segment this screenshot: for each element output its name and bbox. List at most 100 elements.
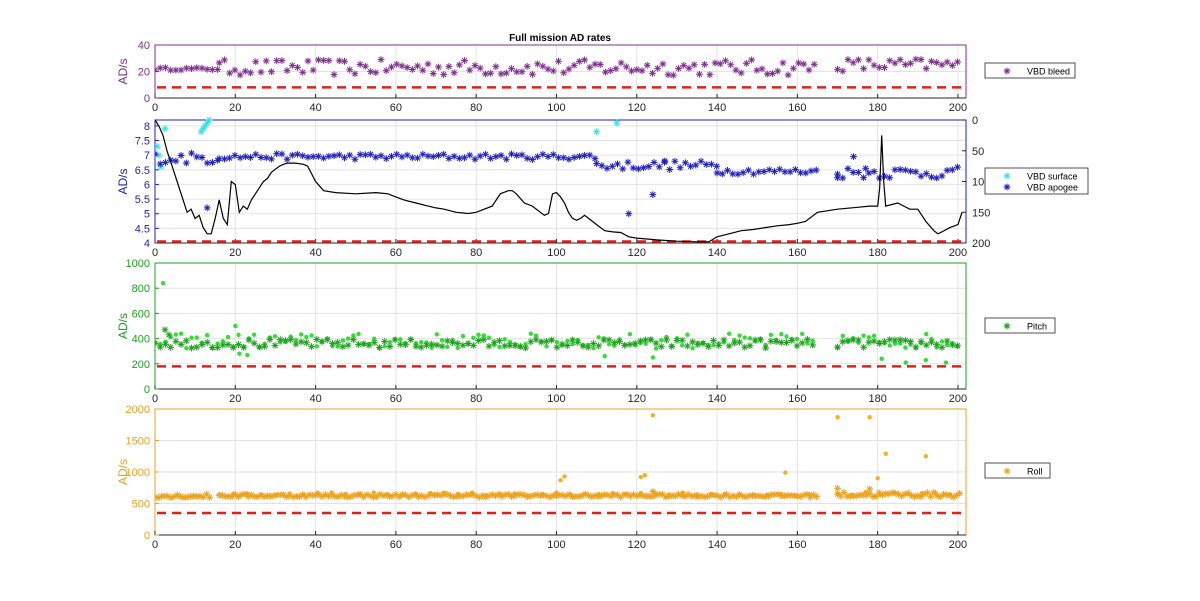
data-point: [423, 341, 430, 349]
data-point: [628, 67, 635, 75]
legend-box: [984, 317, 1056, 334]
data-point: [507, 339, 513, 345]
series-vbd-surface: [155, 117, 621, 171]
data-point: [398, 153, 406, 161]
data-point: [617, 59, 625, 67]
x-tick-label: 80: [470, 102, 482, 114]
data-point: [382, 344, 387, 349]
y2-tick-label: 0: [972, 115, 978, 127]
data-point: [287, 336, 295, 343]
data-point: [655, 163, 663, 171]
data-point: [393, 60, 401, 68]
y-tick-label: 6.5: [135, 165, 150, 177]
data-point: [642, 336, 650, 344]
data-point: [748, 56, 756, 64]
data-point: [870, 168, 878, 175]
data-point: [351, 333, 356, 338]
data-point: [429, 70, 437, 77]
data-point: [226, 154, 234, 162]
legend-bleed: VBD bleed: [984, 62, 1076, 79]
data-point: [241, 153, 249, 161]
data-point: [866, 335, 872, 340]
data-point: [360, 340, 368, 348]
data-point: [699, 339, 707, 347]
data-point: [610, 339, 618, 346]
data-point: [760, 168, 768, 175]
y-tick-label: 800: [132, 283, 150, 295]
data-point: [621, 342, 629, 349]
data-point: [297, 338, 305, 346]
data-point: [591, 155, 599, 163]
data-point: [356, 61, 364, 68]
data-point: [706, 71, 714, 79]
data-point: [938, 172, 946, 180]
data-point: [850, 153, 857, 161]
data-point: [335, 151, 343, 159]
legend-marker: [1003, 467, 1011, 475]
data-point: [534, 153, 542, 161]
data-point: [314, 344, 319, 349]
data-point: [376, 344, 383, 351]
data-point: [586, 63, 594, 71]
x-tick-label: 160: [788, 393, 806, 405]
data-point: [485, 492, 493, 500]
y-tick-label: 4: [144, 238, 150, 250]
data-point: [650, 413, 656, 418]
x-tick-label: 100: [547, 247, 565, 259]
data-point: [543, 337, 550, 345]
data-point: [593, 128, 601, 136]
data-point: [771, 168, 778, 175]
x-tick-label: 40: [309, 102, 321, 114]
data-point: [340, 338, 346, 343]
data-point: [443, 337, 451, 345]
data-point: [636, 337, 644, 345]
x-tick-label: 20: [229, 102, 241, 114]
data-point: [875, 64, 883, 71]
data-point: [783, 339, 790, 346]
data-point: [584, 343, 592, 351]
legend-marker: [1003, 322, 1011, 330]
data-point: [802, 169, 810, 177]
series-roll: [155, 484, 963, 502]
y-tick-label: 4.5: [135, 223, 150, 235]
data-point: [454, 340, 462, 347]
data-point: [625, 210, 633, 218]
data-point: [237, 351, 242, 356]
data-point: [424, 152, 432, 160]
data-point: [800, 60, 808, 68]
data-point: [810, 338, 815, 343]
series-line: [155, 119, 963, 243]
data-point: [624, 158, 632, 166]
data-point: [402, 491, 409, 499]
data-point: [751, 336, 759, 344]
data-point: [886, 57, 894, 65]
data-point: [172, 338, 180, 345]
data-point: [527, 492, 535, 500]
data-point: [278, 150, 286, 158]
data-point: [544, 65, 552, 73]
x-tick-label: 60: [390, 539, 402, 551]
data-point: [460, 333, 466, 339]
y-axis-label: AD/s: [116, 168, 130, 194]
data-point: [335, 57, 343, 65]
data-point: [870, 61, 878, 69]
data-point: [518, 68, 526, 76]
data-point: [372, 153, 380, 161]
data-point: [839, 67, 847, 75]
data-point: [669, 71, 677, 79]
data-point: [508, 493, 515, 500]
data-point: [549, 67, 557, 75]
data-point: [891, 59, 899, 67]
data-point: [341, 154, 348, 162]
data-point: [386, 343, 394, 350]
data-point: [701, 60, 709, 68]
data-point: [860, 65, 868, 72]
data-point: [508, 65, 515, 72]
data-point: [954, 342, 961, 350]
data-point: [492, 63, 500, 71]
data-point: [687, 162, 694, 170]
data-point: [318, 338, 326, 346]
data-point: [692, 161, 700, 169]
x-tick-label: 180: [868, 539, 886, 551]
